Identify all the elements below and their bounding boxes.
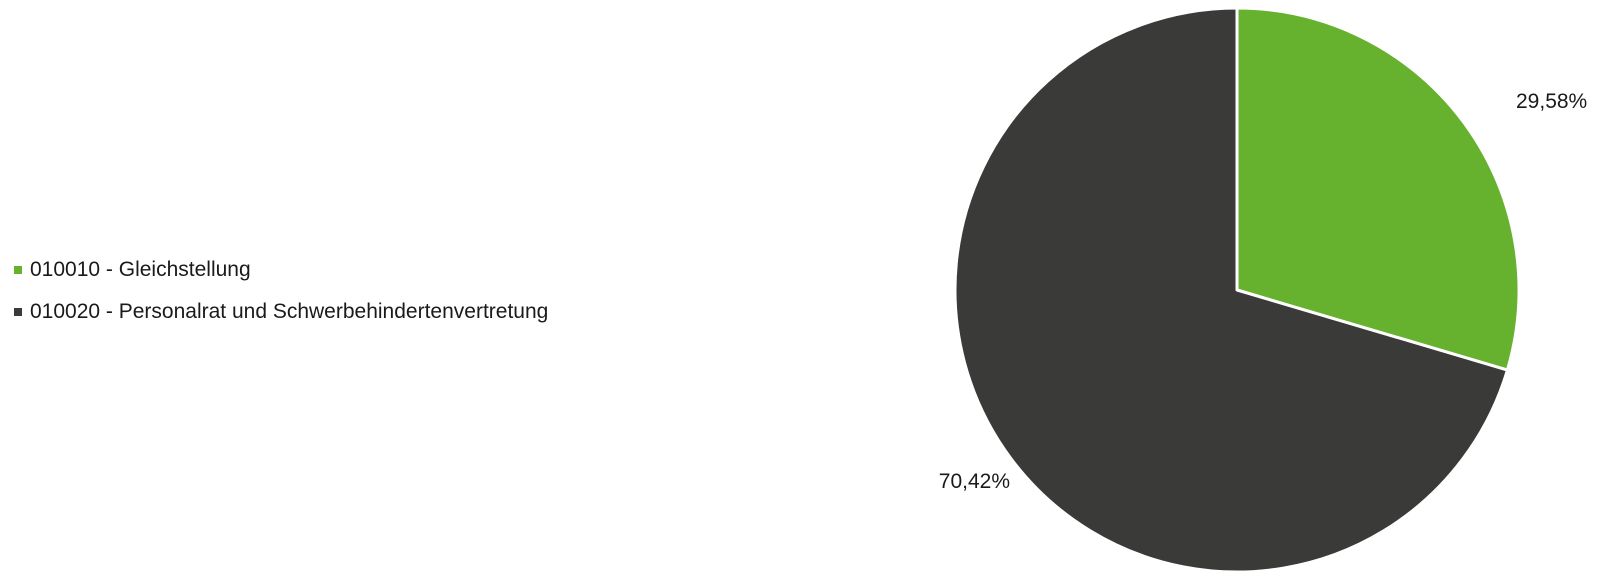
pie-slice-gleichstellung	[1235, 6, 1521, 372]
legend-item-gleichstellung: 010010 - Gleichstellung	[14, 256, 548, 284]
legend-label-personalrat: 010020 - Personalrat und Schwerbehindert…	[30, 300, 549, 323]
slice-label-personalrat: 70,42%	[939, 470, 1010, 493]
slice-label-gleichstellung: 29,58%	[1516, 90, 1587, 113]
legend-swatch-personalrat	[14, 308, 22, 316]
pie-slice-personalrat	[953, 6, 1509, 574]
legend-item-personalrat: 010020 - Personalrat und Schwerbehindert…	[14, 298, 548, 326]
legend: 010010 - Gleichstellung 010020 - Persona…	[14, 256, 548, 340]
legend-label-gleichstellung: 010010 - Gleichstellung	[30, 258, 251, 281]
legend-swatch-gleichstellung	[14, 266, 22, 274]
